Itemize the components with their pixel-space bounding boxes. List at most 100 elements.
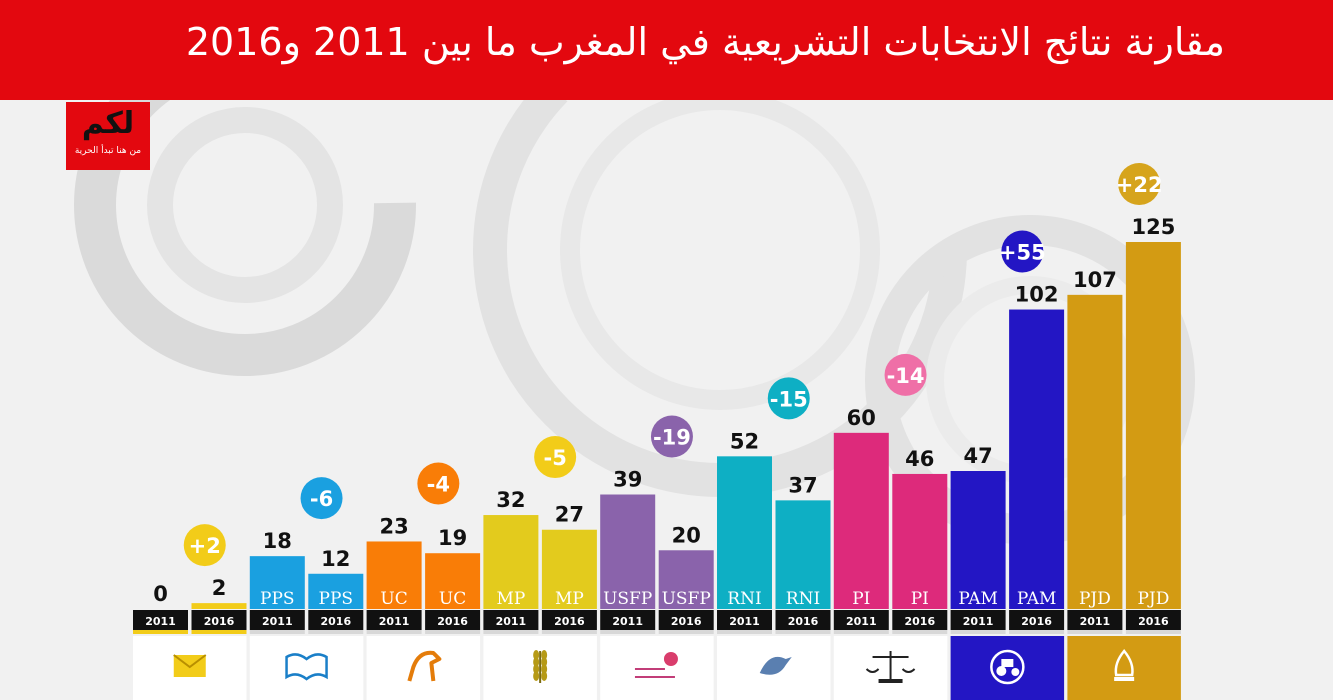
change-label: -19: [653, 425, 691, 449]
year-strip: [1125, 610, 1181, 630]
tick-label-year: 2011: [846, 615, 877, 628]
bar-uc-2016: [425, 553, 481, 609]
bar-uc-2011: [366, 541, 422, 609]
bar-category-label: UC: [439, 589, 466, 609]
bar-category-label: RNI: [727, 589, 761, 609]
tick-label-year: 2016: [1021, 615, 1052, 628]
year-underline: [133, 630, 188, 634]
tick-label-year: 2011: [379, 615, 410, 628]
year-strip: [600, 610, 656, 630]
bar-rni-2016: [775, 500, 831, 609]
bar-pi-2011: [833, 432, 889, 609]
wheat-icon: [533, 650, 540, 660]
bar-mp-2011: [483, 515, 539, 609]
year-underline: [483, 630, 539, 634]
tick-label-year: 2011: [963, 615, 994, 628]
bar-category-label: PJD: [1137, 589, 1169, 609]
logo-wordmark: لكم: [81, 106, 135, 141]
data-label: 32: [496, 488, 525, 512]
tractor-icon: [990, 649, 1025, 685]
tick-label-year: 2016: [1138, 615, 1169, 628]
change-label: +55: [999, 241, 1046, 265]
change-label: -5: [543, 446, 566, 470]
envelope-icon: [173, 654, 207, 669]
wheat-icon: [533, 671, 540, 681]
year-underline: [425, 630, 481, 634]
wheat-icon: [541, 650, 548, 660]
year-strip: [249, 610, 305, 630]
data-label: 102: [1015, 283, 1059, 307]
party-logo-box: [1067, 636, 1181, 700]
year-underline: [775, 630, 831, 634]
bar-category-label: USFP: [662, 589, 711, 609]
data-label: 27: [555, 503, 584, 527]
data-label: 60: [847, 406, 876, 430]
change-badge: [884, 353, 927, 396]
year-strip: [191, 610, 247, 630]
tractor-icon: [1011, 668, 1020, 676]
year-underline: [366, 630, 422, 634]
data-label: 0: [153, 582, 168, 606]
bar-pam-2011: [950, 471, 1006, 609]
tick-label-year: 2016: [437, 615, 468, 628]
tick-label-year: 2016: [554, 615, 585, 628]
tick-label-year: 2016: [671, 615, 702, 628]
bar-category-label: UC: [380, 589, 407, 609]
year-strip: [950, 610, 1006, 630]
party-logo-box: [366, 636, 481, 700]
bar-category-label: PAM: [958, 589, 998, 609]
tick-label-year: 2011: [729, 615, 760, 628]
data-label: 39: [613, 467, 642, 491]
change-label: -4: [427, 472, 450, 496]
data-label: 37: [788, 473, 817, 497]
bar-pps-2016: [308, 573, 364, 609]
year-strip: [366, 610, 422, 630]
year-strip: [717, 610, 772, 630]
lamp-icon: [1114, 649, 1134, 677]
change-badge: [767, 377, 810, 420]
data-label: 19: [438, 526, 467, 550]
party-logo-box: [249, 636, 364, 700]
change-label: +2: [189, 534, 221, 558]
tick-label-year: 2011: [612, 615, 643, 628]
chart-title: مقارنة نتائج الانتخابات التشريعية في الم…: [185, 20, 1225, 64]
scales-icon: [865, 668, 880, 673]
year-strip: [483, 610, 539, 630]
change-label: -15: [770, 387, 808, 411]
tractor-icon: [1001, 659, 1014, 667]
wheat-icon: [541, 671, 548, 681]
bar-pam-2016: [1009, 309, 1065, 609]
year-strip: [425, 610, 481, 630]
change-badge: [650, 415, 693, 458]
year-underline: [717, 630, 772, 634]
bar-category-label: PPS: [319, 589, 354, 609]
change-badge: [300, 477, 343, 520]
data-label: 23: [379, 514, 408, 538]
bar-category-label: RNI: [786, 589, 820, 609]
year-underline: [308, 630, 364, 634]
year-underline: [1009, 630, 1065, 634]
bar-usfp-2011: [600, 494, 656, 609]
data-label: 107: [1073, 268, 1117, 292]
change-badge: [1001, 230, 1044, 273]
year-strip: [833, 610, 889, 630]
year-underline: [600, 630, 656, 634]
wheat-icon: [541, 657, 548, 667]
data-label: 2: [212, 576, 227, 600]
bar-pjd-2016: [1125, 242, 1181, 609]
data-label: 52: [730, 429, 759, 453]
change-badge: [417, 462, 460, 505]
bar-category-label: PPS: [260, 589, 295, 609]
year-underline: [658, 630, 714, 634]
bar-category-label: MP: [496, 589, 525, 609]
site-logo: لكم من هنا تبدأ الحرية: [66, 102, 150, 170]
wheat-icon: [541, 664, 548, 674]
year-strip: [892, 610, 948, 630]
year-underline: [541, 630, 597, 634]
year-underline: [1067, 630, 1123, 634]
bar-pjd-2011: [1067, 294, 1123, 609]
bar-pps-2011: [249, 556, 305, 609]
tick-label-year: 2011: [262, 615, 293, 628]
year-strip: [541, 610, 597, 630]
